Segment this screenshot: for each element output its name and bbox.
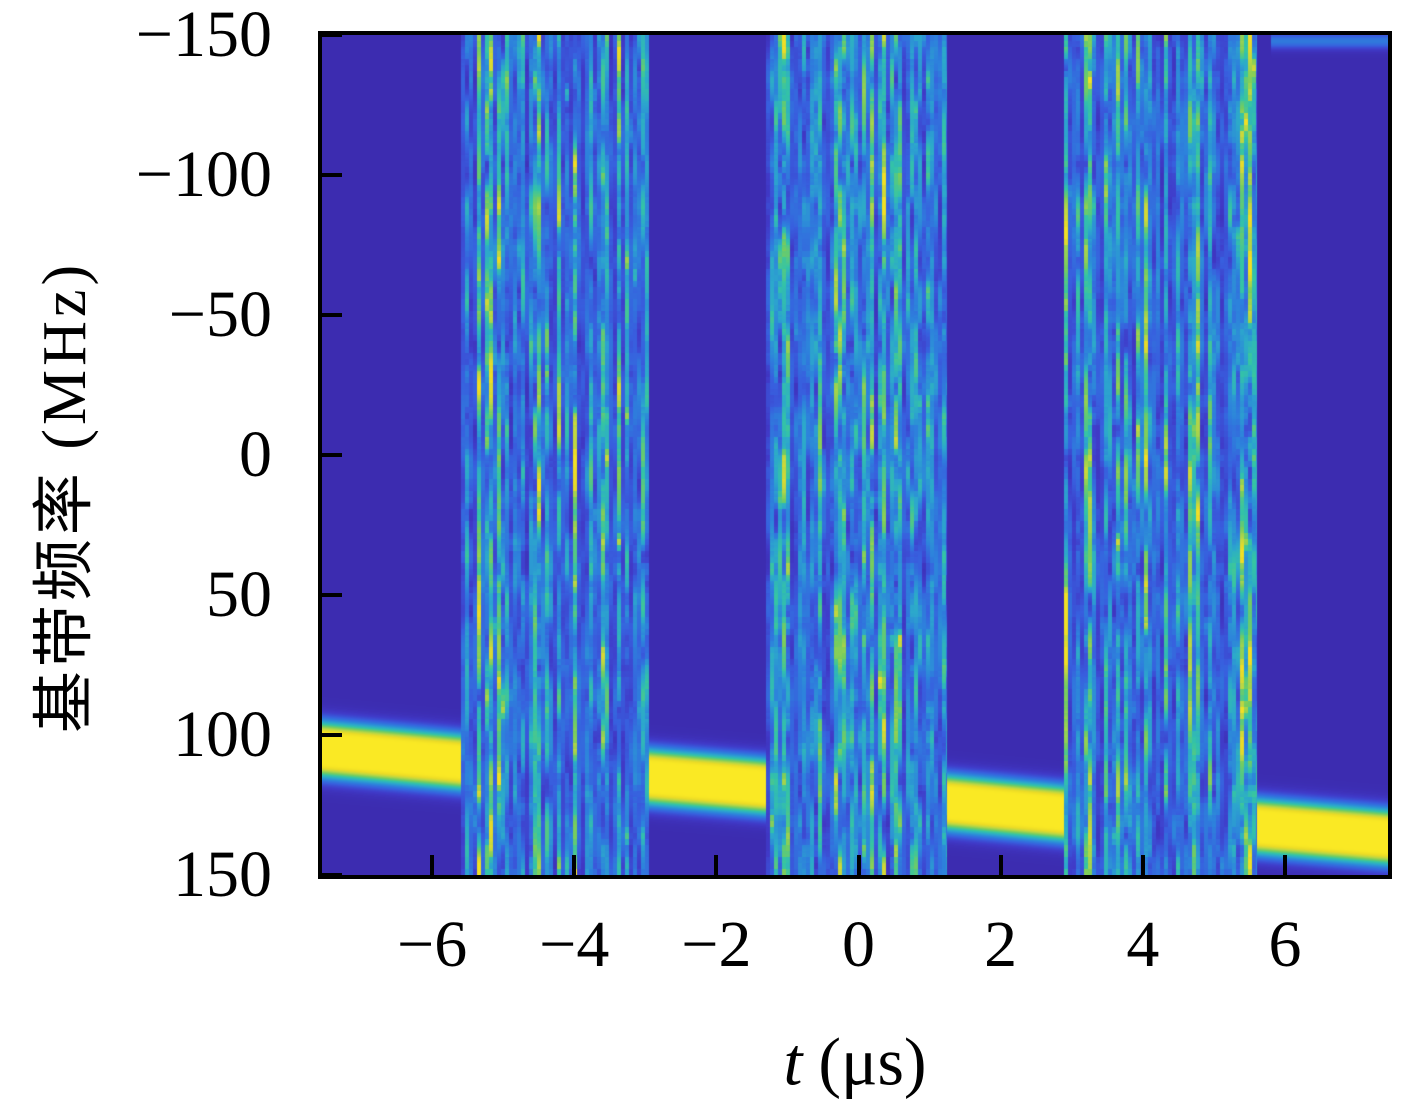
- x-tick-label: −6: [397, 908, 468, 981]
- y-tick-mark: [322, 33, 342, 37]
- x-tick-label: −4: [539, 908, 610, 981]
- y-tick-label: −150: [135, 0, 272, 71]
- y-tick-label: 50: [206, 558, 272, 631]
- spectrogram-canvas: [322, 35, 1388, 875]
- x-axis-title-unit: (μs): [818, 1023, 927, 1100]
- x-tick-mark: [1282, 855, 1287, 875]
- y-tick-mark: [322, 313, 342, 317]
- x-axis-title-variable: t: [783, 1023, 803, 1100]
- x-tick-mark: [572, 855, 577, 875]
- y-tick-label: −50: [168, 278, 272, 351]
- plot-area: [318, 31, 1392, 879]
- y-tick-mark: [322, 453, 342, 457]
- x-tick-label: 2: [984, 908, 1018, 981]
- y-tick-label: 0: [239, 418, 272, 491]
- x-tick-mark: [998, 855, 1003, 875]
- y-tick-label: −100: [135, 138, 272, 211]
- y-tick-mark: [322, 173, 342, 177]
- y-tick-mark: [322, 733, 342, 737]
- x-tick-mark: [1140, 855, 1145, 875]
- y-tick-label: 150: [173, 838, 272, 911]
- y-tick-mark: [322, 873, 342, 877]
- x-tick-label: 4: [1126, 908, 1160, 981]
- x-axis-title: t (μs): [783, 1023, 926, 1102]
- x-tick-label: −2: [681, 908, 752, 981]
- x-tick-mark: [856, 855, 861, 875]
- x-tick-label: 0: [842, 908, 876, 981]
- y-tick-mark: [322, 593, 342, 597]
- y-tick-label: 100: [173, 698, 272, 771]
- x-tick-label: 6: [1268, 908, 1302, 981]
- x-tick-mark: [430, 855, 435, 875]
- x-tick-mark: [714, 855, 719, 875]
